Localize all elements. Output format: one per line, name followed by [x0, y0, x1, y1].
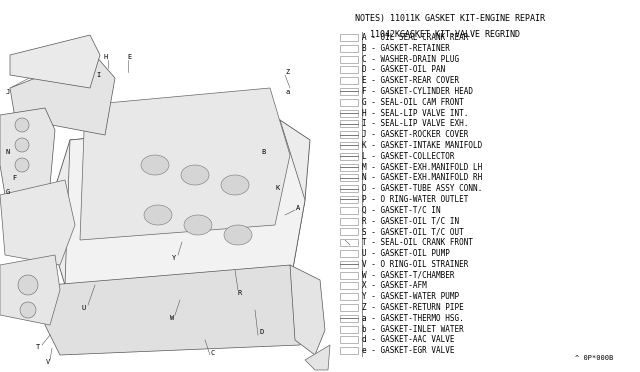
Polygon shape: [65, 120, 305, 285]
Text: K - GASKET-INTAKE MANIFOLD: K - GASKET-INTAKE MANIFOLD: [362, 141, 483, 150]
Text: a: a: [286, 89, 290, 95]
Text: I - SEAL-LIP VALVE EXH.: I - SEAL-LIP VALVE EXH.: [362, 119, 468, 128]
Text: A - OIL SEAL-CRANK REAR: A - OIL SEAL-CRANK REAR: [362, 33, 468, 42]
Text: W: W: [170, 315, 174, 321]
Text: B: B: [262, 149, 266, 155]
Text: d - GASKET-AAC VALVE: d - GASKET-AAC VALVE: [362, 335, 454, 344]
Text: e - GASKET-EGR VALVE: e - GASKET-EGR VALVE: [362, 346, 454, 355]
Text: NOTES) 11011K GASKET KIT-ENGINE REPAIR: NOTES) 11011K GASKET KIT-ENGINE REPAIR: [355, 14, 545, 23]
Circle shape: [15, 138, 29, 152]
Text: U - GASKET-OIL PUMP: U - GASKET-OIL PUMP: [362, 249, 450, 258]
Text: G: G: [6, 189, 10, 195]
Ellipse shape: [141, 155, 169, 175]
Text: G - SEAL-OIL CAM FRONT: G - SEAL-OIL CAM FRONT: [362, 98, 464, 107]
Ellipse shape: [144, 205, 172, 225]
Text: F: F: [12, 175, 16, 181]
Polygon shape: [45, 265, 305, 355]
Text: C: C: [211, 350, 215, 356]
Ellipse shape: [181, 165, 209, 185]
Text: ^ 0P*000B: ^ 0P*000B: [575, 355, 613, 361]
Text: Y: Y: [172, 255, 176, 261]
Circle shape: [15, 118, 29, 132]
Text: K: K: [276, 185, 280, 191]
Text: J: J: [6, 89, 10, 95]
Text: R - GASKET-OIL T/C IN: R - GASKET-OIL T/C IN: [362, 217, 459, 225]
Text: D - GASKET-OIL PAN: D - GASKET-OIL PAN: [362, 65, 445, 74]
Circle shape: [15, 158, 29, 172]
Text: X - GASKET-AFM: X - GASKET-AFM: [362, 281, 427, 290]
Text: b - GASKET-INLET WATER: b - GASKET-INLET WATER: [362, 324, 464, 334]
Circle shape: [20, 302, 36, 318]
Polygon shape: [80, 88, 290, 240]
Text: O - GASKET-TUBE ASSY CONN.: O - GASKET-TUBE ASSY CONN.: [362, 184, 483, 193]
Text: A: A: [296, 205, 300, 211]
Text: I: I: [96, 72, 100, 78]
Text: E - GASKET-REAR COVER: E - GASKET-REAR COVER: [362, 76, 459, 85]
Text: Q - GASKET-T/C IN: Q - GASKET-T/C IN: [362, 206, 440, 215]
Polygon shape: [0, 108, 55, 195]
Text: C - WASHER-DRAIN PLUG: C - WASHER-DRAIN PLUG: [362, 55, 459, 64]
Text: B - GASKET-RETAINER: B - GASKET-RETAINER: [362, 44, 450, 53]
Text: L - GASKET-COLLECTOR: L - GASKET-COLLECTOR: [362, 152, 454, 161]
Polygon shape: [305, 345, 330, 370]
Ellipse shape: [224, 225, 252, 245]
Polygon shape: [0, 180, 75, 265]
Text: H - SEAL-LIP VALVE INT.: H - SEAL-LIP VALVE INT.: [362, 109, 468, 118]
Polygon shape: [290, 265, 325, 355]
Text: V - O RING-OIL STRAINER: V - O RING-OIL STRAINER: [362, 260, 468, 269]
Polygon shape: [45, 120, 310, 285]
Text: N - GASKET-EXH.MANIFOLD RH: N - GASKET-EXH.MANIFOLD RH: [362, 173, 483, 182]
Circle shape: [18, 275, 38, 295]
Text: a - GASKET-THERMO HSG.: a - GASKET-THERMO HSG.: [362, 314, 464, 323]
Ellipse shape: [184, 215, 212, 235]
Text: P - O RING-WATER OUTLET: P - O RING-WATER OUTLET: [362, 195, 468, 204]
Text: N: N: [6, 149, 10, 155]
Text: R: R: [238, 290, 242, 296]
Text: Z - GASKET-RETURN PIPE: Z - GASKET-RETURN PIPE: [362, 303, 464, 312]
Text: U: U: [82, 305, 86, 311]
Text: D: D: [260, 329, 264, 335]
Polygon shape: [0, 255, 60, 325]
Text: Y - GASKET-WATER PUMP: Y - GASKET-WATER PUMP: [362, 292, 459, 301]
Text: V: V: [46, 359, 50, 365]
Text: Z: Z: [286, 69, 290, 75]
Text: T: T: [36, 344, 40, 350]
Ellipse shape: [221, 175, 249, 195]
Polygon shape: [10, 35, 100, 88]
Text: S - GASKET-OIL T/C OUT: S - GASKET-OIL T/C OUT: [362, 227, 464, 236]
Text: F - GASKET-CYLINDER HEAD: F - GASKET-CYLINDER HEAD: [362, 87, 473, 96]
Text: H: H: [104, 54, 108, 60]
Text: T - SEAL-OIL CRANK FRONT: T - SEAL-OIL CRANK FRONT: [362, 238, 473, 247]
Text: M - GASKET-EXH.MANIFOLD LH: M - GASKET-EXH.MANIFOLD LH: [362, 163, 483, 171]
Polygon shape: [10, 55, 115, 135]
Text: W - GASKET-T/CHAMBER: W - GASKET-T/CHAMBER: [362, 270, 454, 279]
Text: J - GASKET-ROCKER COVER: J - GASKET-ROCKER COVER: [362, 130, 468, 139]
Text: E: E: [128, 54, 132, 60]
Text: 11042KGASKET KIT-VALVE REGRIND: 11042KGASKET KIT-VALVE REGRIND: [370, 30, 520, 39]
